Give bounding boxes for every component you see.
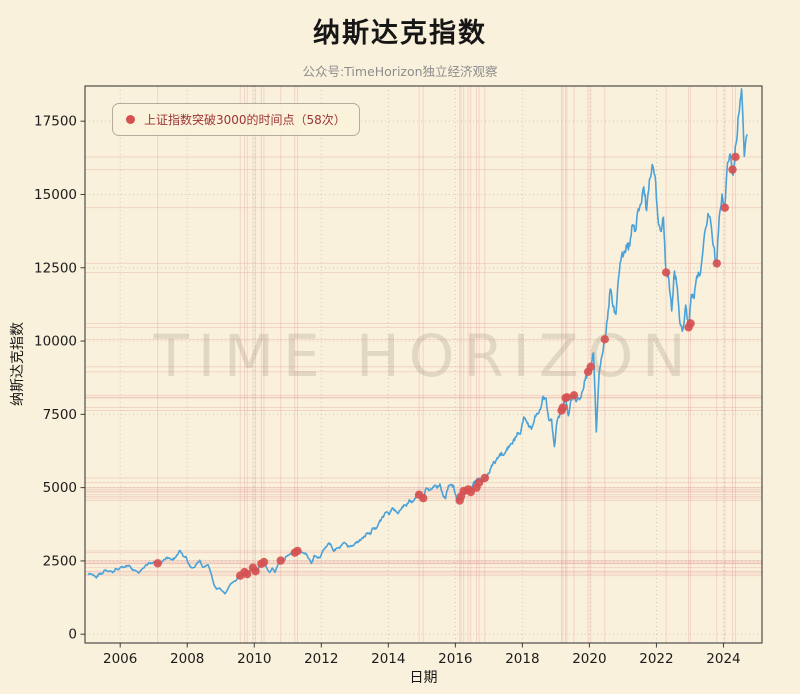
grid-layer: [85, 86, 762, 643]
y-tick-label: 10000: [34, 334, 77, 350]
y-tick-label: 12500: [34, 260, 77, 276]
x-tick-label: 2008: [170, 651, 204, 667]
x-tick-label: 2018: [505, 651, 539, 667]
y-tick-label: 17500: [34, 114, 77, 130]
y-axis-label: 纳斯达克指数: [10, 322, 26, 406]
x-tick-label: 2022: [639, 651, 673, 667]
y-tick-label: 15000: [34, 187, 77, 203]
legend: 上证指数突破3000的时间点（58次）: [112, 103, 360, 136]
x-tick-label: 2016: [438, 651, 472, 667]
x-tick-label: 2024: [706, 651, 740, 667]
watermark-text: TIME HORIZON: [153, 322, 695, 390]
legend-label: 上证指数突破3000的时间点（58次）: [144, 113, 346, 127]
marker-layer: [153, 152, 740, 580]
x-tick-label: 2012: [304, 651, 338, 667]
y-tick-label: 5000: [43, 480, 77, 496]
x-tick-label: 2006: [103, 651, 137, 667]
chart-canvas: 2006 2008 2010 2012 2014 2016 2018 2020 2022 2024…: [34, 85, 763, 667]
page-title: 纳斯达克指数: [313, 18, 487, 49]
y-tick-label: 2500: [43, 553, 77, 569]
x-tick-label: 2020: [572, 651, 606, 667]
y-tick-label: 0: [68, 627, 77, 643]
axis-layer: 2006 2008 2010 2012 2014 2016 2018 2020 2022 2024…: [34, 85, 763, 667]
x-axis-label: 日期: [409, 670, 438, 686]
crosshair-layer: [85, 86, 762, 643]
x-tick-label: 2010: [237, 651, 271, 667]
legend-marker-icon: [126, 115, 135, 124]
y-tick-label: 7500: [43, 407, 77, 423]
page-subtitle: 公众号:TimeHorizon独立经济观察: [302, 64, 498, 79]
x-tick-label: 2014: [371, 651, 405, 667]
